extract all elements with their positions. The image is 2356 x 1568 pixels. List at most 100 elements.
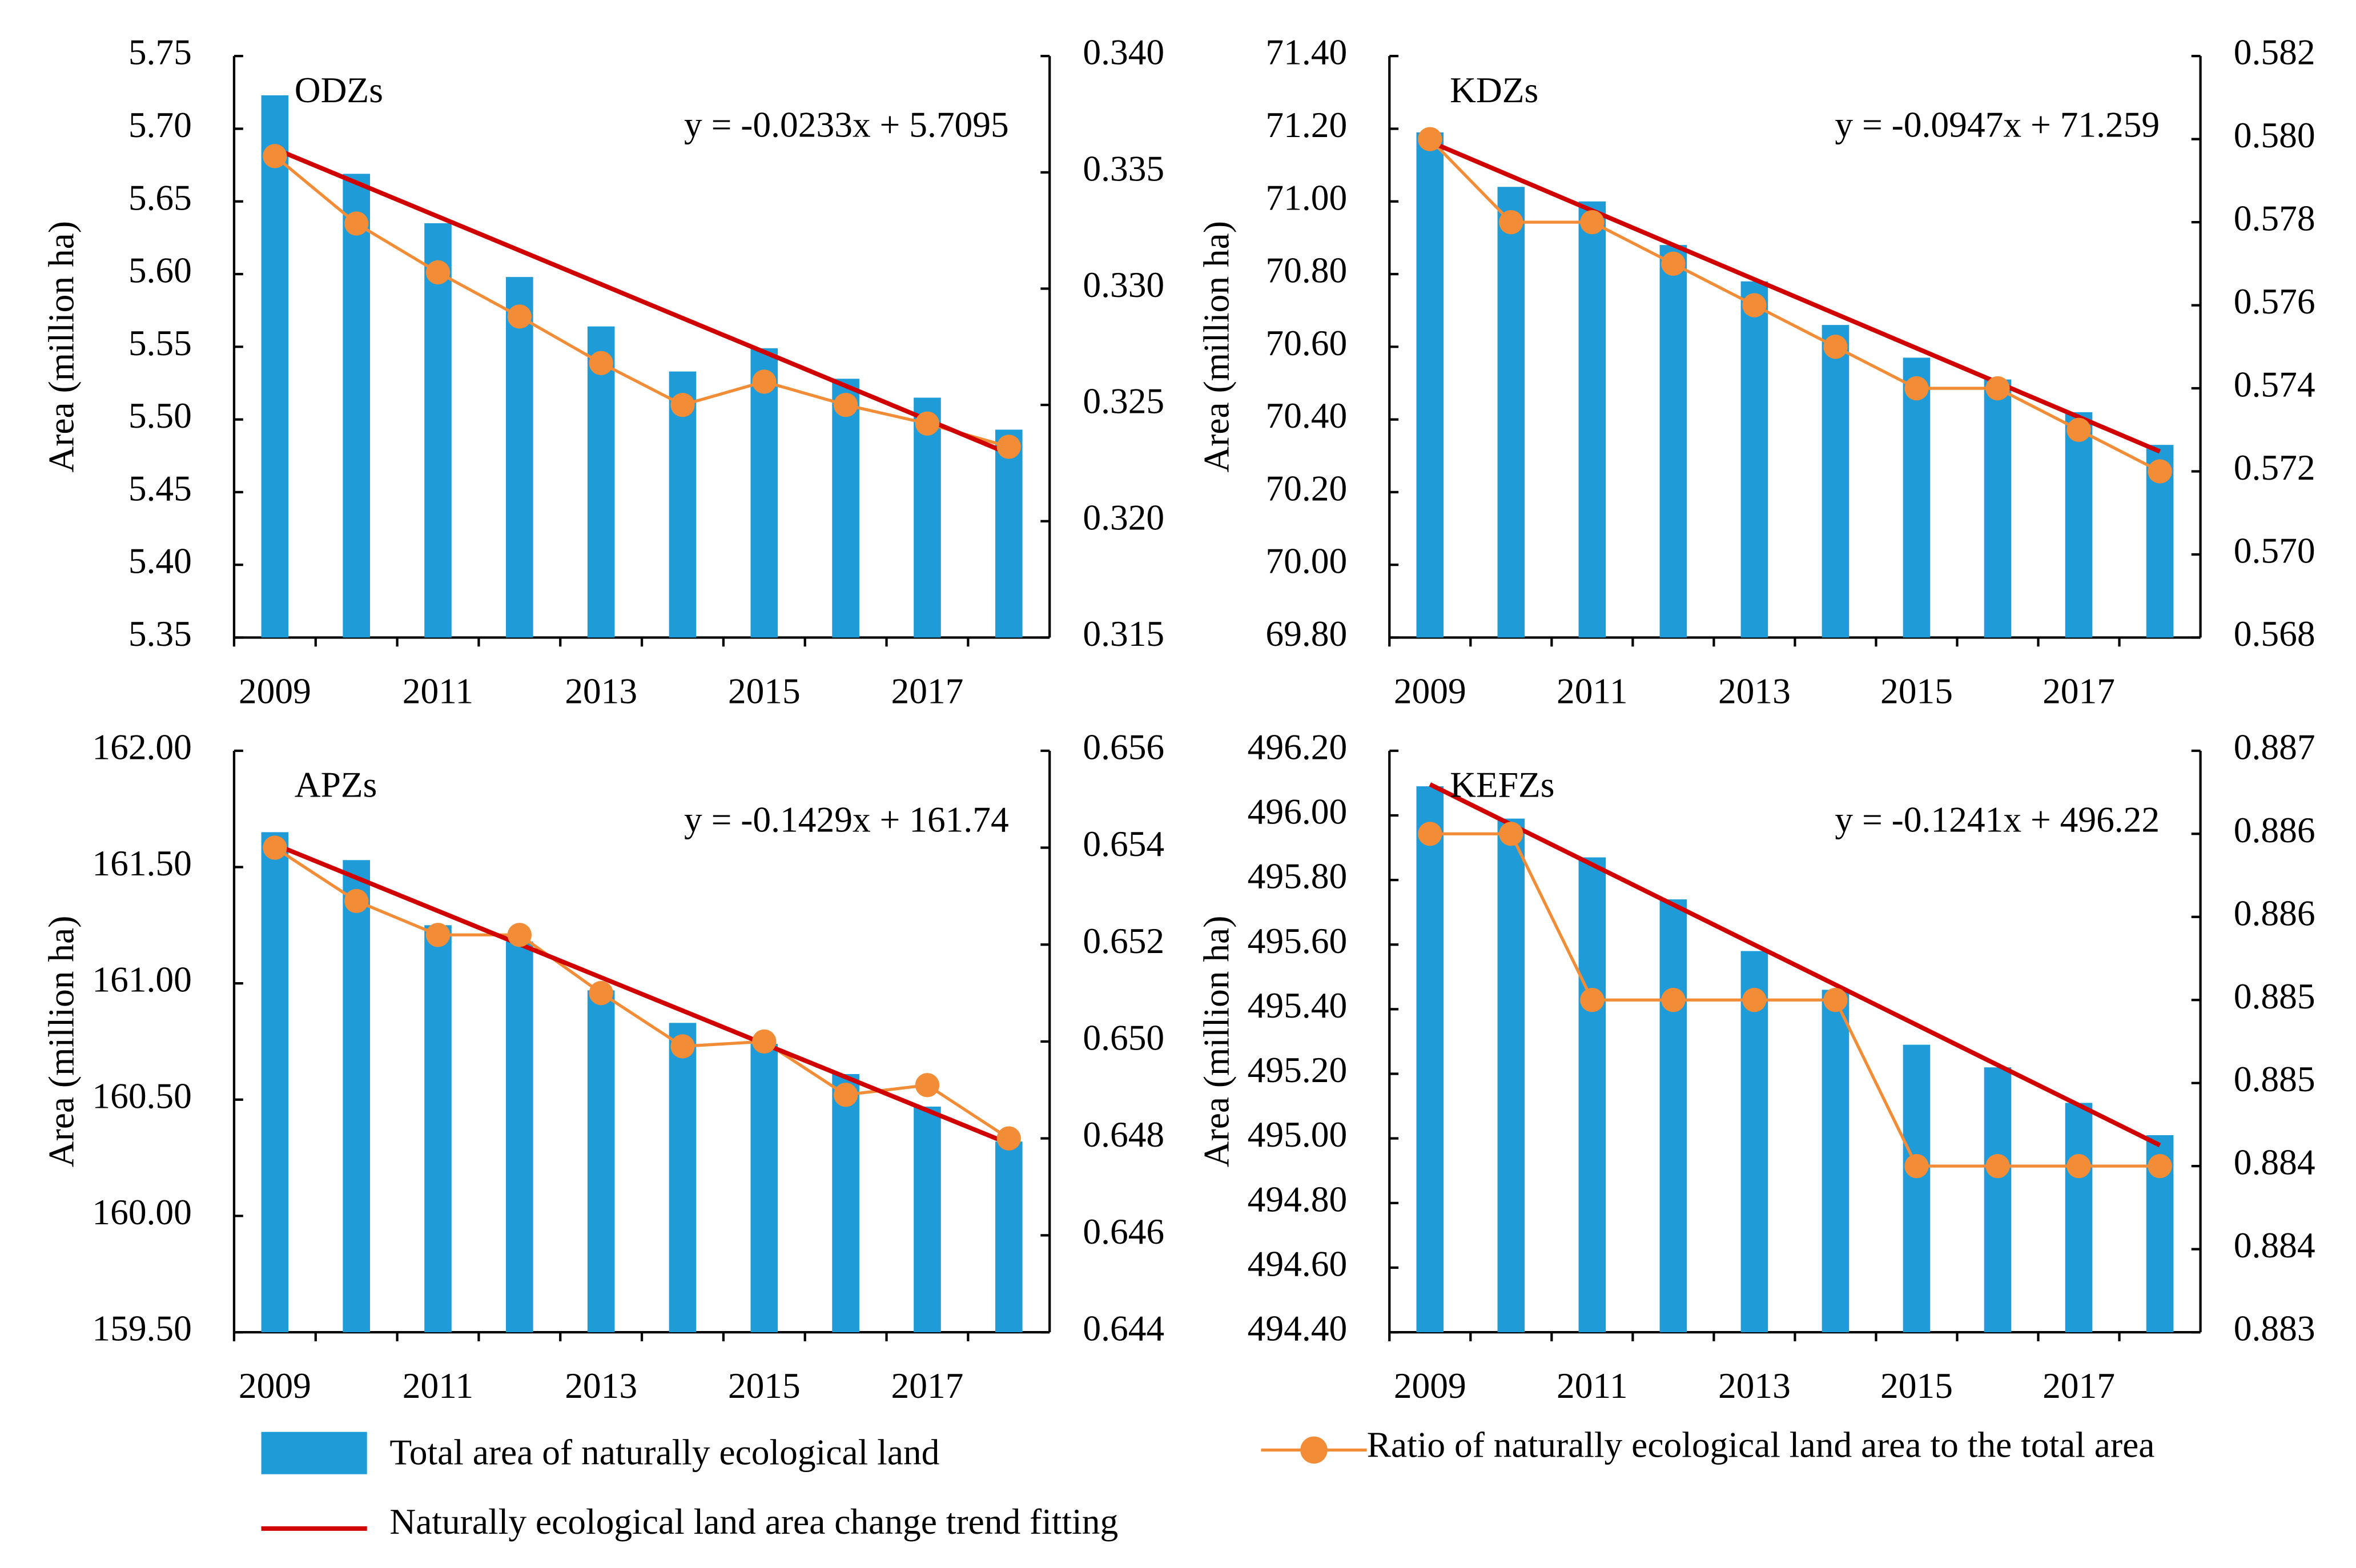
y2-tick-label: 0.315 — [1083, 613, 1164, 654]
y-tick-label: 71.40 — [1265, 32, 1347, 73]
ratio-marker — [507, 923, 532, 947]
ratio-marker — [1499, 210, 1523, 235]
bar — [1416, 132, 1444, 638]
y-tick-label: 5.45 — [128, 468, 192, 508]
ratio-marker — [670, 1034, 695, 1059]
bar — [1740, 281, 1768, 638]
ratio-marker — [1418, 127, 1442, 151]
bar — [424, 925, 452, 1333]
bar — [343, 174, 370, 638]
bar — [587, 326, 615, 638]
y-tick-label: 495.60 — [1248, 920, 1348, 961]
ratio-marker — [752, 1029, 777, 1054]
y2-tick-label: 0.320 — [1083, 497, 1164, 537]
x-tick-label: 2009 — [1394, 671, 1466, 711]
y-tick-label: 5.65 — [128, 177, 192, 218]
trend-equation: y = -0.1429x + 161.74 — [684, 799, 1009, 839]
y-tick-label: 71.20 — [1265, 104, 1347, 145]
y2-tick-label: 0.650 — [1083, 1018, 1164, 1058]
y2-tick-label: 0.574 — [2234, 364, 2315, 405]
x-tick-label: 2013 — [565, 1365, 637, 1406]
y-tick-label: 5.60 — [128, 250, 192, 291]
y-tick-label: 71.00 — [1265, 177, 1347, 218]
ratio-marker — [996, 435, 1021, 459]
ratio-marker — [1742, 293, 1767, 317]
y2-tick-label: 0.325 — [1083, 381, 1164, 421]
ratio-line — [274, 155, 1010, 448]
ratio-marker — [1904, 1153, 1929, 1179]
ratio-marker — [425, 923, 451, 947]
x-tick-label: 2017 — [2043, 1365, 2115, 1406]
x-tick-label: 2017 — [891, 1365, 963, 1406]
bar — [1497, 818, 1525, 1333]
y-tick-label: 5.50 — [128, 395, 192, 436]
y-tick-label: 495.40 — [1248, 985, 1348, 1026]
y-tick-label: 162.00 — [92, 726, 192, 767]
bar — [343, 860, 370, 1333]
ratio-marker — [1823, 335, 1848, 359]
y2-tick-label: 0.883 — [2234, 1308, 2315, 1349]
bar — [506, 941, 533, 1333]
trend-line — [1429, 139, 2161, 454]
ratio-line — [274, 846, 1010, 1140]
bar — [1659, 899, 1687, 1333]
y-tick-label: 494.60 — [1248, 1244, 1348, 1284]
ratio-marker — [263, 144, 287, 168]
ratio-marker — [1904, 376, 1929, 401]
ratio-marker — [1499, 822, 1523, 846]
ratio-marker — [1661, 251, 1686, 276]
legend-label: Ratio of naturally ecological land area … — [1367, 1424, 2155, 1465]
y2-tick-label: 0.886 — [2234, 892, 2315, 933]
y2-tick-label: 0.582 — [2234, 32, 2315, 73]
trend-line — [274, 146, 1010, 456]
ratio-marker — [996, 1126, 1021, 1151]
x-tick-label: 2009 — [1394, 1365, 1466, 1406]
ratio-marker — [1580, 210, 1605, 235]
y-tick-label: 495.00 — [1248, 1114, 1348, 1155]
x-tick-label: 2011 — [1557, 1365, 1628, 1406]
ratio-marker — [344, 888, 369, 914]
bar — [261, 832, 289, 1333]
y-tick-label: 70.60 — [1265, 323, 1347, 363]
bar — [750, 348, 778, 638]
bar — [1578, 857, 1606, 1333]
y-tick-label: 496.20 — [1248, 726, 1348, 767]
ratio-marker — [1742, 988, 1767, 1012]
ratio-marker — [425, 260, 451, 285]
bar — [1903, 357, 1931, 638]
bar — [995, 1141, 1023, 1333]
y-tick-label: 70.80 — [1265, 250, 1347, 291]
bar — [1984, 1067, 2012, 1333]
y-axis-title: Area (million ha) — [1196, 916, 1237, 1168]
y2-tick-label: 0.656 — [1083, 726, 1164, 767]
y-tick-label: 69.80 — [1265, 613, 1347, 654]
bar — [914, 397, 941, 638]
bar — [1416, 786, 1444, 1333]
bar — [506, 277, 533, 638]
panel-title: KDZs — [1450, 70, 1538, 110]
y-axis-title: Area (million ha) — [41, 916, 81, 1168]
y2-tick-label: 0.580 — [2234, 115, 2315, 155]
ratio-marker — [2148, 1153, 2172, 1179]
bar — [995, 429, 1023, 638]
ratio-marker — [752, 369, 777, 394]
ratio-marker — [1985, 1153, 2010, 1179]
ratio-line — [1429, 138, 2161, 473]
y-tick-label: 70.20 — [1265, 468, 1347, 508]
x-tick-label: 2013 — [565, 671, 637, 711]
panel-title: ODZs — [295, 70, 383, 110]
y-tick-label: 496.00 — [1248, 791, 1348, 832]
y-tick-label: 70.00 — [1265, 541, 1347, 581]
bar — [750, 1044, 778, 1333]
y2-tick-label: 0.340 — [1083, 32, 1164, 73]
ratio-marker — [2148, 459, 2172, 484]
bar — [1903, 1044, 1931, 1333]
panel-title: APZs — [295, 764, 377, 805]
bar — [1578, 201, 1606, 638]
y2-tick-label: 0.335 — [1083, 148, 1164, 188]
x-tick-label: 2011 — [403, 1365, 474, 1406]
y2-tick-label: 0.652 — [1083, 920, 1164, 961]
ratio-marker — [589, 980, 613, 1006]
bar — [2065, 1103, 2093, 1333]
y2-tick-label: 0.648 — [1083, 1114, 1164, 1155]
